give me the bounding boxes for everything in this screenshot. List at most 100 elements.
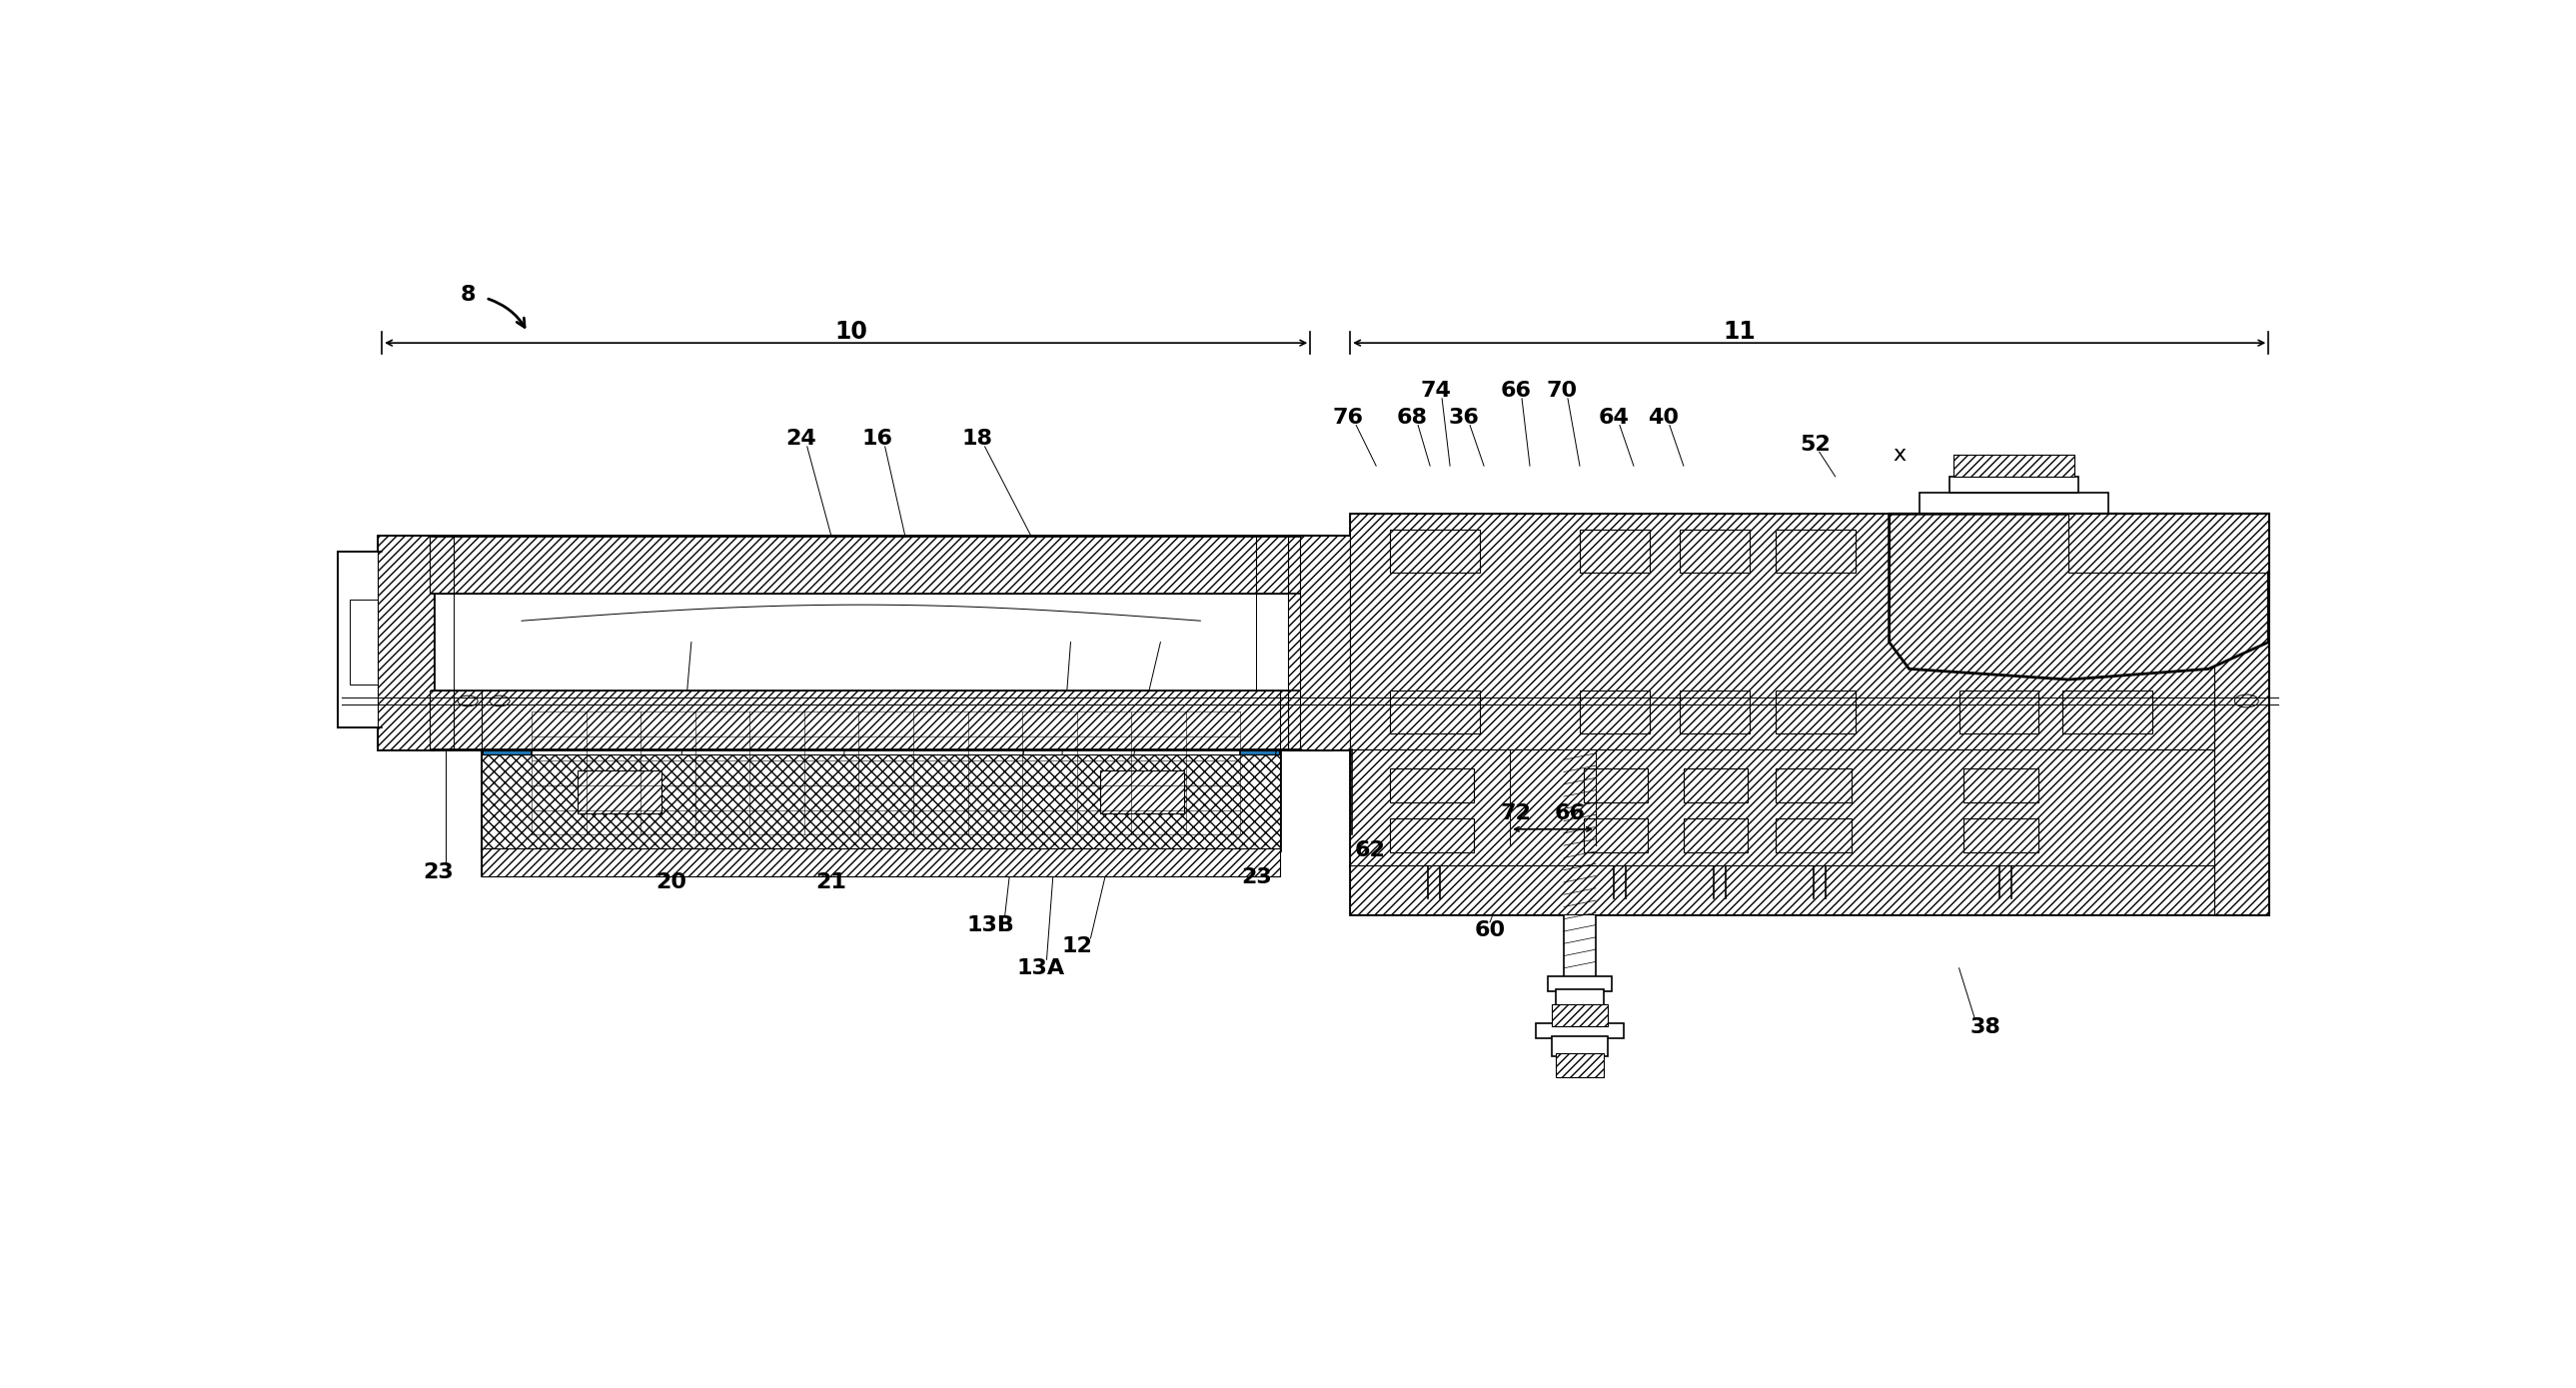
Text: 60: 60 [1473, 920, 1504, 941]
Bar [1680, 690, 1749, 733]
Bar [1556, 1053, 1605, 1077]
Bar [1551, 1005, 1607, 1026]
Text: 52: 52 [1801, 434, 1832, 454]
Bar [1309, 715, 1332, 750]
Text: 62: 62 [1355, 841, 1386, 861]
Bar [1257, 594, 1288, 690]
Bar [1775, 690, 1855, 733]
Bar [1309, 536, 1332, 569]
Bar [1945, 759, 2125, 856]
Text: 16: 16 [860, 429, 891, 450]
Bar [531, 712, 1242, 834]
Bar [1301, 536, 1350, 750]
Bar [2215, 514, 2269, 915]
Bar [433, 536, 1301, 594]
Text: 66: 66 [1553, 804, 1584, 823]
Bar [1391, 690, 1481, 733]
Bar [1350, 750, 2269, 866]
Bar [1968, 679, 2012, 713]
Bar [1589, 679, 1633, 713]
Text: 36: 36 [1448, 408, 1479, 428]
Bar [1695, 597, 1739, 632]
Bar [482, 848, 1280, 876]
Bar [2074, 679, 2120, 713]
Bar [379, 536, 433, 750]
Bar [1548, 977, 1613, 991]
Bar [1350, 514, 2269, 750]
Bar [1350, 514, 2269, 750]
Bar [1350, 866, 2269, 915]
Bar [1301, 536, 1350, 750]
Bar [1257, 536, 1288, 594]
Bar [1960, 530, 2040, 573]
Text: 10: 10 [835, 321, 868, 344]
Bar [1685, 819, 1747, 852]
Bar [1754, 759, 1924, 856]
Bar [482, 755, 1280, 851]
Bar [1790, 679, 1834, 713]
Bar [577, 770, 662, 813]
Bar [1754, 526, 1924, 736]
Bar [453, 594, 1257, 690]
Bar [1695, 679, 1739, 713]
Text: 11: 11 [1723, 321, 1757, 344]
Text: 20: 20 [657, 873, 688, 892]
Bar [1564, 750, 1595, 979]
Bar [1288, 536, 1332, 750]
Bar [1556, 722, 1605, 750]
Text: 12: 12 [1061, 937, 1092, 956]
Bar [1376, 759, 1736, 856]
Bar [1950, 476, 2079, 493]
Text: 13B: 13B [966, 916, 1015, 936]
Bar [482, 690, 1280, 750]
Bar [1775, 769, 1852, 802]
Bar [2063, 690, 2154, 733]
Bar [1775, 819, 1852, 852]
Bar [1350, 750, 2269, 866]
Bar [1584, 769, 1649, 802]
Bar [482, 848, 1280, 876]
Bar [430, 536, 453, 594]
Bar [1960, 690, 2040, 733]
Bar [2063, 530, 2154, 573]
Bar [1680, 530, 1749, 573]
Bar [1391, 769, 1473, 802]
Bar [1409, 597, 1453, 632]
Bar [1391, 530, 1481, 573]
Bar [1579, 690, 1649, 733]
Bar [1790, 597, 1834, 632]
Text: 72: 72 [1499, 804, 1530, 823]
Bar [350, 600, 379, 684]
Text: 38: 38 [1971, 1017, 2002, 1037]
Text: 76: 76 [1332, 408, 1363, 428]
Bar [1919, 493, 2110, 514]
Bar [1535, 1024, 1623, 1038]
Bar [1579, 530, 1649, 573]
Bar [1953, 455, 2074, 476]
Text: 70: 70 [1546, 382, 1577, 401]
Bar [1350, 866, 2269, 915]
Polygon shape [1888, 514, 2269, 680]
Text: 21: 21 [817, 873, 848, 892]
Text: 23: 23 [422, 862, 453, 881]
Bar [1391, 819, 1473, 852]
Bar [2074, 597, 2120, 632]
Bar [2215, 514, 2269, 915]
Bar [482, 693, 1280, 851]
Bar [433, 690, 1301, 750]
Bar [1409, 679, 1453, 713]
Bar [1945, 526, 2125, 736]
Bar [1376, 526, 1736, 736]
Text: 18: 18 [961, 429, 992, 450]
Bar [1100, 770, 1185, 813]
Bar [1775, 530, 1855, 573]
Text: 23: 23 [1242, 868, 1273, 887]
Bar [1584, 819, 1649, 852]
Bar [337, 551, 381, 727]
Text: 8: 8 [461, 285, 477, 305]
Bar [430, 690, 453, 750]
Bar [1685, 769, 1747, 802]
Bar [379, 536, 433, 750]
Text: x: x [1893, 446, 1906, 465]
Text: 64: 64 [1597, 408, 1628, 428]
